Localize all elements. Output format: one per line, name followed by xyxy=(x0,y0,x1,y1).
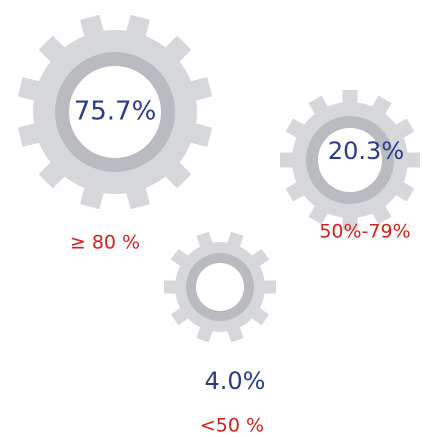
gear-label: 50%-79% xyxy=(319,221,410,243)
gear-hole xyxy=(318,128,382,192)
gear-value: 4.0% xyxy=(205,367,266,395)
gear-hole xyxy=(69,66,161,158)
gear-tooth xyxy=(342,90,358,106)
gear-label: ≥ 80 % xyxy=(70,232,140,254)
gear-value: 75.7% xyxy=(74,97,157,127)
gear-hole xyxy=(196,263,244,311)
gear-layer xyxy=(17,14,420,343)
gear-label: <50 % xyxy=(200,415,264,437)
gear-value: 20.3% xyxy=(328,137,404,165)
gear-tooth xyxy=(280,152,296,168)
gear-tooth xyxy=(404,152,420,168)
gear-tooth xyxy=(342,214,358,230)
